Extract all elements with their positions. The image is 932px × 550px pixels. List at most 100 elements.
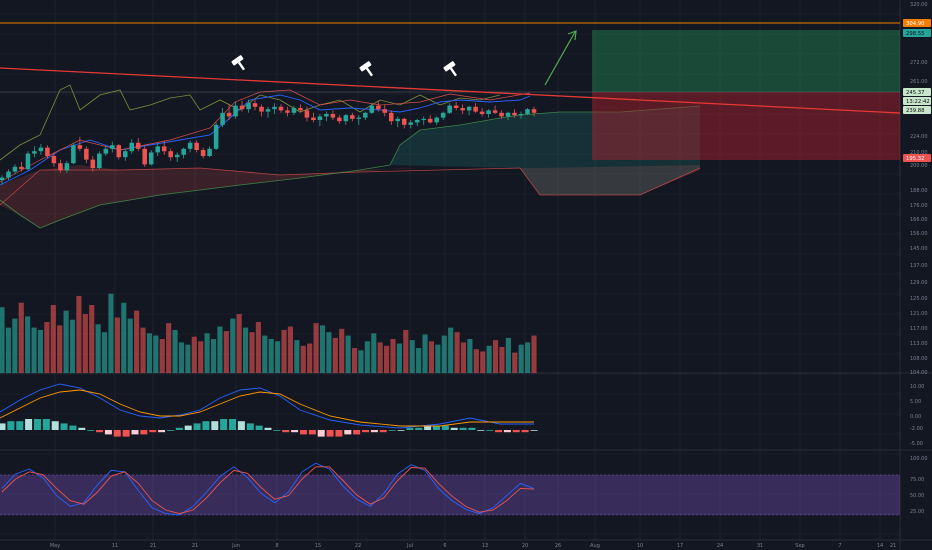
volume-bar (69, 319, 76, 373)
macd-histogram-bar (282, 430, 290, 433)
price-tag-bg (903, 88, 931, 96)
lagging-span (0, 84, 501, 161)
volume-bar (518, 344, 524, 373)
candle-body (32, 151, 37, 154)
x-axis-label: 21 (192, 543, 198, 549)
volume-bar (396, 343, 402, 373)
volume-bar (178, 342, 185, 373)
candle-body (71, 145, 76, 164)
volume-bar (371, 333, 377, 373)
volume-bar (435, 344, 441, 373)
stoch-band (0, 475, 900, 515)
candle-body (272, 106, 277, 110)
candle-body (226, 112, 232, 117)
macd-signal-line (0, 389, 534, 427)
candle-body (220, 112, 225, 125)
candle-body (401, 118, 407, 125)
volume-bar (255, 322, 261, 373)
candle-body (395, 118, 401, 122)
stoch-tick-label: 25.00 (910, 509, 924, 515)
price-tag-label: 245.37 (906, 90, 925, 96)
candle-body (6, 171, 11, 178)
x-axis-label: 24 (717, 543, 723, 549)
candle-body (168, 151, 173, 158)
macd-histogram-bar (362, 430, 370, 433)
macd-histogram-bar (51, 421, 59, 430)
price-tag-bg (903, 154, 931, 162)
x-axis-label: Jun (231, 543, 240, 549)
candle-body (252, 103, 258, 107)
macd-histogram-bar (69, 425, 77, 430)
volume-bar (57, 325, 63, 373)
x-axis-label: 6 (443, 543, 446, 549)
macd-histogram-bar (158, 430, 166, 433)
candle-body (492, 110, 498, 113)
volume-bar (236, 314, 242, 373)
volume-bar (204, 333, 210, 373)
volume-bar (358, 350, 364, 373)
volume-bar (339, 328, 345, 373)
volume-bar (377, 342, 383, 373)
candle-body (518, 114, 524, 116)
macd-histogram-bar (131, 430, 139, 435)
target-arrow (544, 31, 576, 86)
volume-bar (268, 339, 274, 373)
candle-body (311, 117, 316, 120)
volume-bar (281, 329, 287, 373)
candle-body (434, 117, 439, 123)
volume-bar (384, 345, 390, 373)
candle-body (414, 120, 420, 123)
candle-body (239, 105, 245, 110)
candle-body (161, 146, 167, 152)
volume-bar (114, 317, 120, 373)
macd-tick-label: 5.00 (910, 399, 921, 405)
macd-histogram-bar (246, 423, 254, 430)
volume-bar (185, 344, 191, 373)
price-tag-label: 304.90 (906, 21, 925, 27)
macd-histogram-bar (379, 430, 387, 433)
volume-bar (101, 332, 108, 373)
volume-bar (89, 305, 95, 373)
kijun-line (0, 94, 531, 186)
candle-body (103, 148, 109, 154)
volume-bar (512, 352, 518, 373)
candle-body (187, 142, 193, 149)
macd-histogram-bar (317, 430, 325, 437)
price-tick-label: 224.00 (910, 134, 928, 140)
price-tag-bg (903, 29, 931, 37)
macd-histogram-bar (273, 430, 281, 431)
price-tag-bg (903, 97, 931, 105)
macd-histogram-bar (202, 421, 210, 430)
volume-bar (108, 293, 114, 373)
price-tick-label: 261.00 (910, 79, 928, 85)
candle-body (421, 118, 426, 120)
candle-body (265, 109, 271, 112)
volume-bar (416, 348, 422, 373)
candle-body (12, 166, 18, 172)
macd-tick-label: 0.00 (910, 414, 921, 420)
volume-bar (198, 341, 204, 373)
stoch-tick-label: 75.00 (910, 477, 924, 483)
tenkan-line (0, 89, 531, 183)
candle-body (233, 105, 238, 117)
macd-histogram-bar (512, 430, 520, 433)
candle-body (376, 105, 381, 110)
candle-body (525, 109, 530, 114)
macd-histogram-bar (459, 427, 467, 430)
macd-histogram-bar (184, 425, 192, 430)
volume-bar (76, 295, 82, 373)
candle-body (460, 108, 465, 111)
candle-body (45, 147, 50, 156)
price-tick-label: 104.00 (910, 370, 928, 376)
macd-histogram-bar (220, 419, 228, 430)
candle-body (116, 145, 122, 158)
volume-bar (18, 302, 24, 373)
volume-bar (146, 333, 152, 373)
volume-bar (403, 329, 409, 373)
ichimoku-span-b (0, 167, 701, 206)
x-axis-label: 26 (555, 543, 561, 549)
macd-histogram-bar (211, 421, 219, 430)
macd-histogram-bar (60, 423, 68, 430)
